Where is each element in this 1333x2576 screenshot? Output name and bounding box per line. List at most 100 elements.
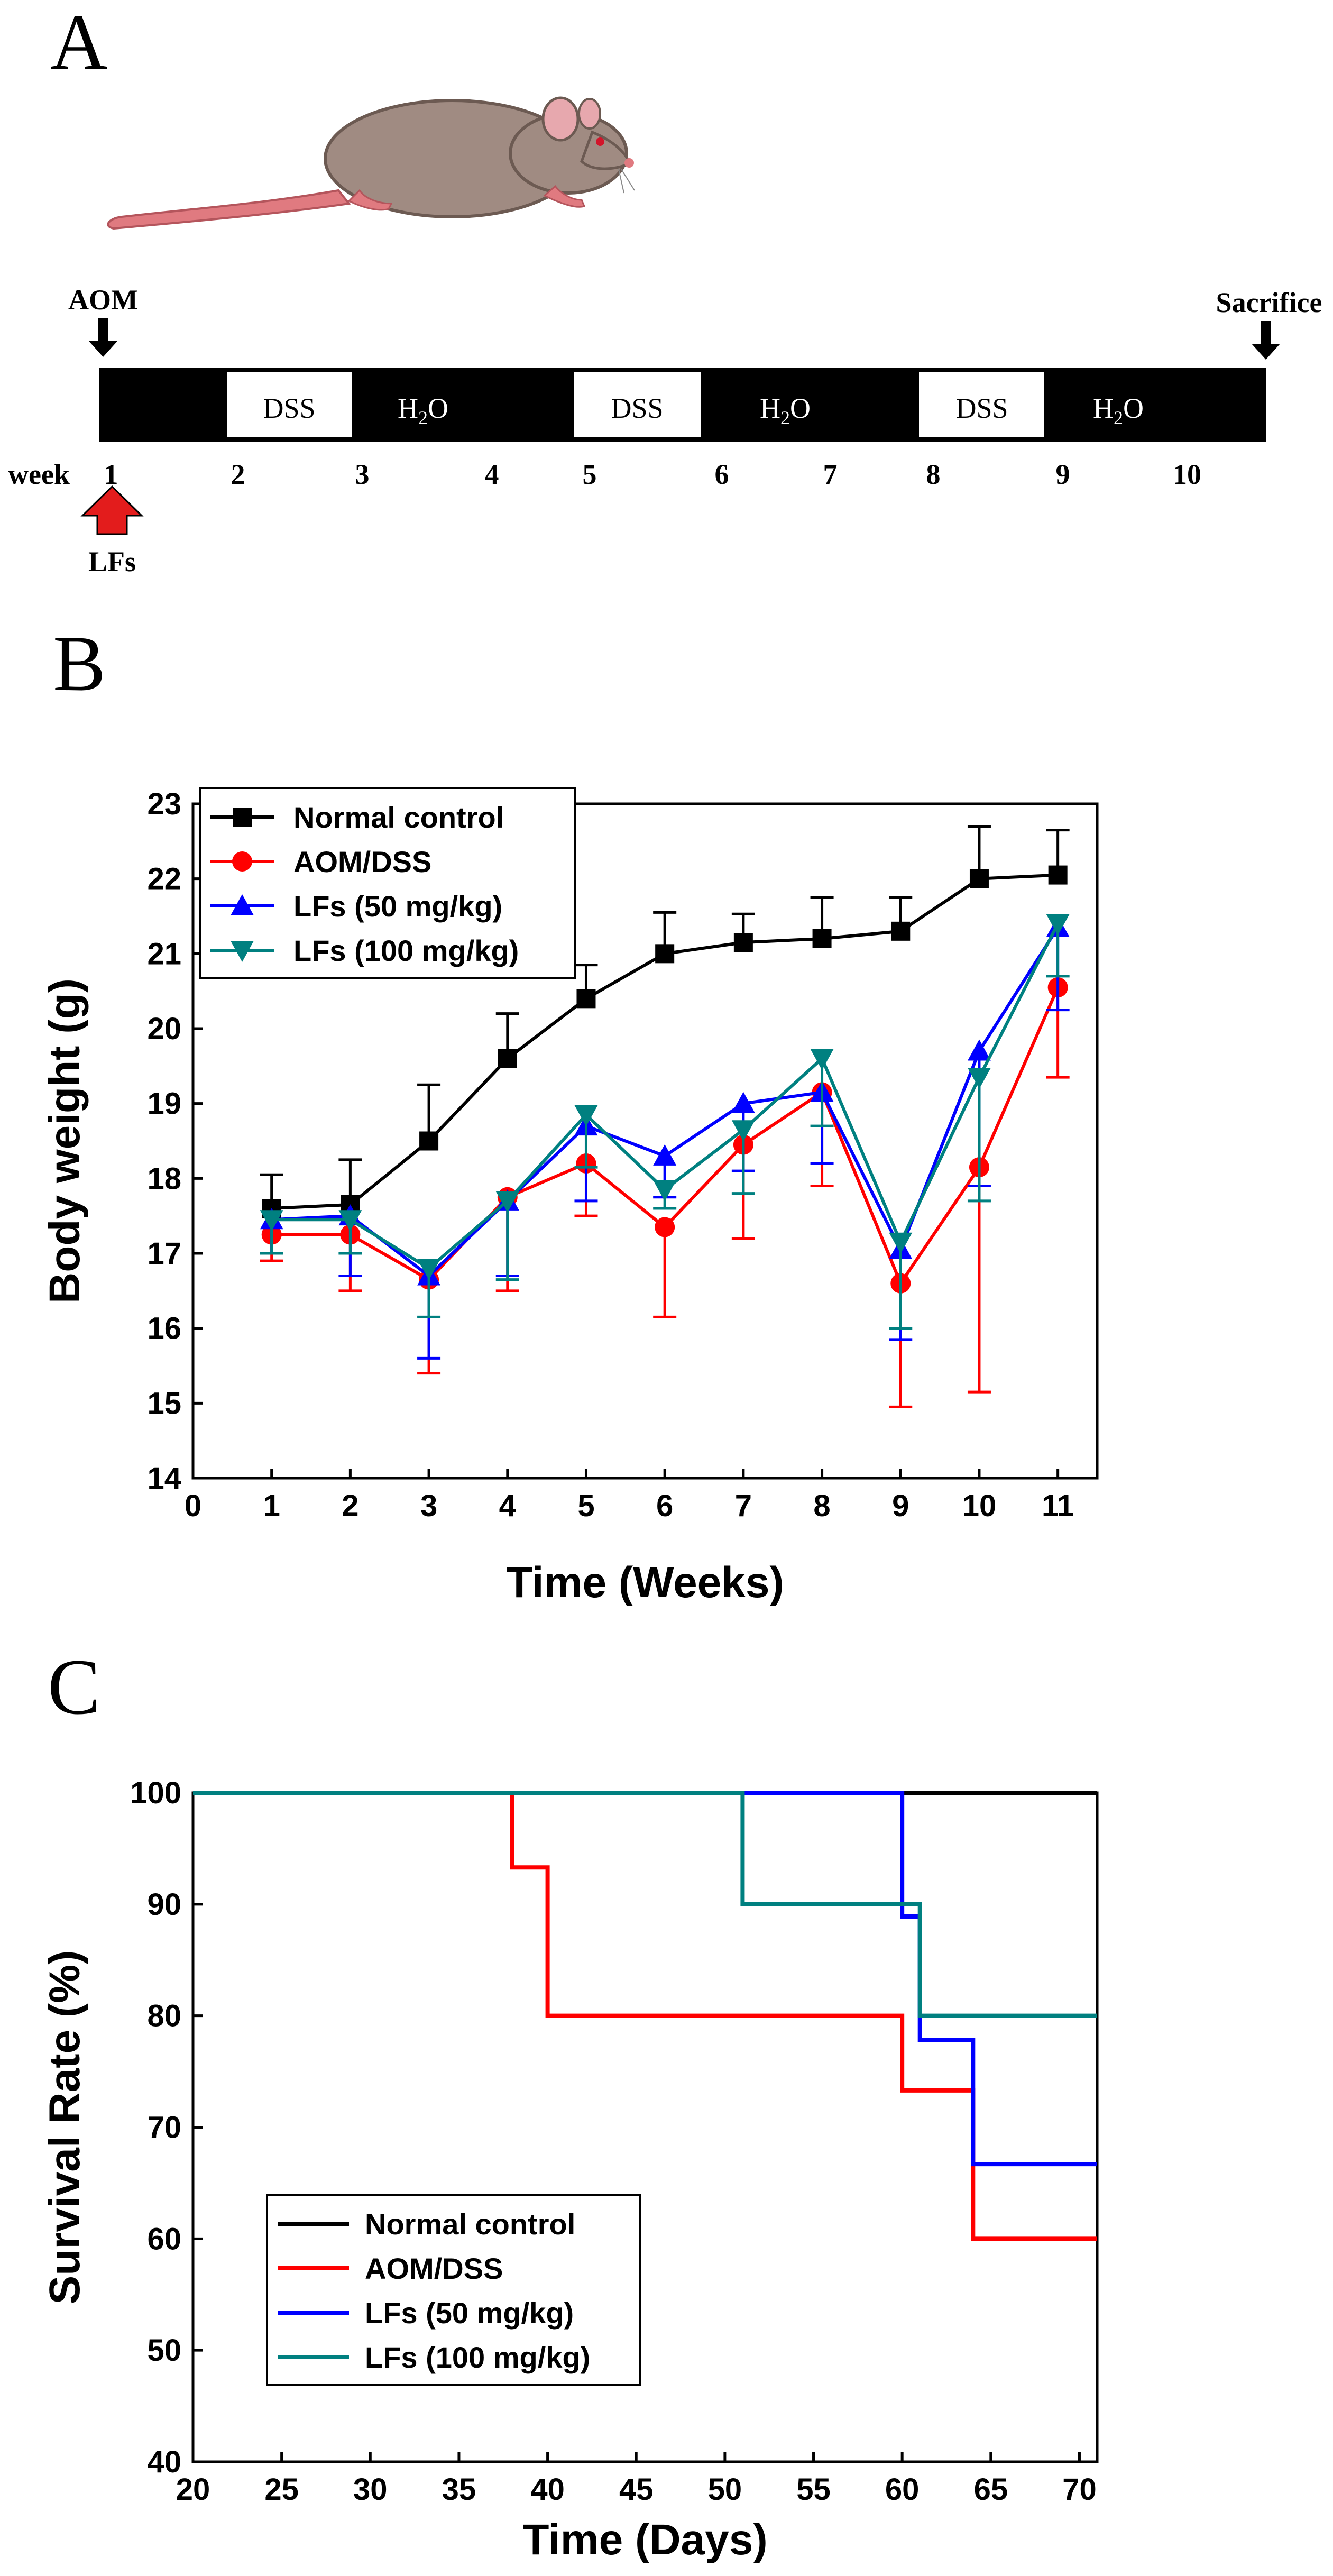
survival-legend: Normal control AOM/DSS LFs (50 mg/kg) LFs (… xyxy=(266,2194,641,2386)
dss-label-1: DSS xyxy=(263,392,315,424)
data-point xyxy=(731,1092,755,1113)
h2o-label-1: H2O xyxy=(398,392,448,428)
aom-arrow-icon xyxy=(89,318,117,357)
survival-x-tick-40: 40 xyxy=(530,2472,565,2507)
survival-y-tick-100: 100 xyxy=(130,1776,181,1810)
weight-x-tick-5: 5 xyxy=(577,1489,594,1523)
data-point xyxy=(417,1259,441,1280)
week-number-1: 1 xyxy=(104,459,118,490)
weight-x-tick-2: 2 xyxy=(342,1489,358,1523)
legend-marker xyxy=(231,894,254,915)
treatment-timeline: AOM Sacrifice DSS DSS DSS H2O H2O H2O we… xyxy=(8,284,1322,577)
panel-b-letter: B xyxy=(53,620,106,708)
panel-c-letter: C xyxy=(48,1643,100,1731)
week-number-9: 9 xyxy=(1056,459,1070,490)
h2o-label-3: H2O xyxy=(1093,392,1144,428)
weight-y-tick-21: 21 xyxy=(147,937,181,971)
legend-box xyxy=(199,787,576,979)
weight-x-tick-8: 8 xyxy=(813,1489,830,1523)
weight-x-tick-7: 7 xyxy=(735,1489,752,1523)
legend-entry-1: AOM/DSS xyxy=(293,845,431,878)
data-point xyxy=(655,944,675,964)
survival-y-tick-90: 90 xyxy=(147,1887,181,1922)
week-label: week xyxy=(8,459,70,490)
legend-entry-1: AOM/DSS xyxy=(365,2252,503,2285)
week-number-7: 7 xyxy=(823,459,838,490)
panel-a-letter: A xyxy=(50,0,107,86)
data-point xyxy=(1048,865,1068,885)
data-point xyxy=(653,1144,677,1166)
weight-x-tick-1: 1 xyxy=(263,1489,280,1523)
legend-marker xyxy=(232,851,252,872)
weight-series-0 xyxy=(260,825,1070,1218)
survival-y-axis-label: Survival Rate (%) xyxy=(41,1950,89,2305)
weight-plot-frame xyxy=(191,802,1099,1480)
weight-x-tick-10: 10 xyxy=(962,1489,997,1523)
data-point xyxy=(653,1180,677,1202)
h2o-label-2: H2O xyxy=(760,392,811,428)
weight-y-tick-17: 17 xyxy=(147,1236,181,1271)
legend-marker xyxy=(231,941,254,962)
data-point xyxy=(574,1105,598,1126)
survival-x-tick-35: 35 xyxy=(442,2472,476,2507)
data-point xyxy=(969,869,989,888)
weight-legend: Normal control AOM/DSS LFs (50 mg/kg) LFs (… xyxy=(199,787,576,979)
data-point xyxy=(498,1049,517,1068)
week-number-3: 3 xyxy=(355,459,370,490)
data-point xyxy=(810,1049,834,1070)
week-number-4: 4 xyxy=(485,459,499,490)
survival-x-axis-label: Time (Days) xyxy=(522,2516,767,2564)
legend-entry-3: LFs (100 mg/kg) xyxy=(293,934,519,967)
weight-x-axis-label: Time (Weeks) xyxy=(506,1559,784,1607)
survival-y-tick-40: 40 xyxy=(147,2445,181,2479)
week-number-5: 5 xyxy=(583,459,597,490)
legend-box xyxy=(266,2194,641,2386)
data-point xyxy=(419,1131,439,1151)
data-point xyxy=(812,929,832,948)
data-point xyxy=(655,1217,675,1237)
survival-x-tick-55: 55 xyxy=(796,2472,831,2507)
weight-x-tick-0: 0 xyxy=(185,1489,201,1523)
data-point xyxy=(576,989,596,1009)
dss-block-1 xyxy=(227,372,352,437)
week-number-6: 6 xyxy=(715,459,729,490)
survival-x-tick-25: 25 xyxy=(264,2472,299,2507)
weight-x-tick-6: 6 xyxy=(656,1489,673,1523)
legend-entry-2: LFs (50 mg/kg) xyxy=(293,890,502,923)
legend-entry-3: LFs (100 mg/kg) xyxy=(365,2341,590,2374)
dss-block-3 xyxy=(919,372,1044,437)
survival-series-2 xyxy=(193,1791,1097,2167)
lfs-arrow-icon xyxy=(80,485,144,535)
weight-y-tick-18: 18 xyxy=(147,1161,181,1196)
legend-entry-0: Normal control xyxy=(365,2207,575,2241)
survival-x-tick-65: 65 xyxy=(974,2472,1008,2507)
data-point xyxy=(338,1210,362,1232)
survival-y-tick-60: 60 xyxy=(147,2222,181,2256)
weight-y-axis-label: Body weight (g) xyxy=(41,978,89,1304)
week-number-8: 8 xyxy=(926,459,941,490)
legend-entry-0: Normal control xyxy=(293,801,504,834)
mouse-illustration xyxy=(107,96,635,230)
legend-entry-2: LFs (50 mg/kg) xyxy=(365,2296,574,2330)
survival-y-tick-50: 50 xyxy=(147,2333,181,2368)
sacrifice-arrow-icon xyxy=(1252,321,1280,360)
survival-y-tick-80: 80 xyxy=(147,1999,181,2033)
survival-rate-chart: 20 25 30 35 40 45 50 55 60 65 70 40 50 60 70 80 90 100 Tim… xyxy=(41,1776,1099,2564)
weight-y-tick-14: 14 xyxy=(147,1461,181,1496)
data-point xyxy=(260,1210,283,1232)
survival-x-tick-20: 20 xyxy=(176,2472,210,2507)
survival-x-tick-50: 50 xyxy=(708,2472,742,2507)
data-point xyxy=(891,921,911,941)
data-point xyxy=(495,1191,519,1213)
survival-x-tick-45: 45 xyxy=(619,2472,654,2507)
weight-y-tick-19: 19 xyxy=(147,1087,181,1121)
week-number-2: 2 xyxy=(231,459,245,490)
aom-label: AOM xyxy=(68,284,138,316)
data-point xyxy=(1046,914,1070,936)
survival-x-tick-30: 30 xyxy=(353,2472,388,2507)
survival-y-tick-70: 70 xyxy=(147,2111,181,2145)
weight-y-tick-15: 15 xyxy=(147,1386,181,1420)
weight-x-tick-3: 3 xyxy=(420,1489,437,1523)
data-point xyxy=(889,1232,913,1254)
survival-series-3 xyxy=(193,1791,1097,2018)
